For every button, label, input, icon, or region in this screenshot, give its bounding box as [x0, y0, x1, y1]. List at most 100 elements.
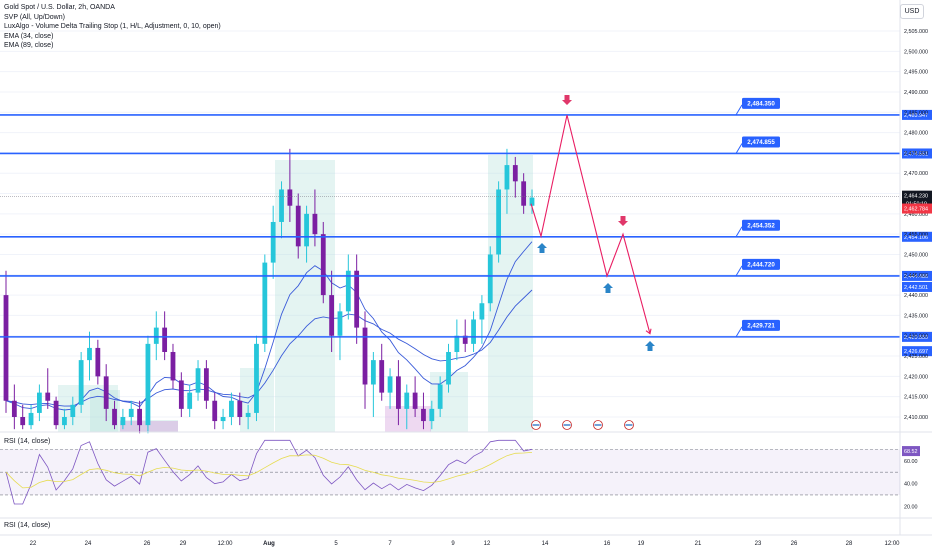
candle-body	[487, 254, 493, 304]
price-tick-label: 2,435.000	[904, 313, 928, 319]
level-callout-line	[735, 265, 743, 277]
level-axis-tag	[902, 270, 932, 281]
time-tick-label: 12	[484, 541, 491, 547]
legend-indicator-ema34[interactable]: EMA (34, close)	[4, 32, 54, 40]
time-tick-label: 23	[755, 541, 762, 547]
level-callout-box	[742, 258, 780, 270]
candle-body	[170, 351, 176, 381]
candle-body	[28, 412, 34, 426]
candle-body	[62, 417, 67, 426]
down-arrow-icon	[618, 216, 628, 226]
candle-body	[279, 189, 284, 222]
candle-body	[529, 197, 535, 206]
candle-body	[421, 408, 426, 422]
rsi-value-label: 68.52	[904, 449, 918, 455]
level-axis-label: 2,426.697	[904, 349, 928, 355]
candle-body	[320, 234, 326, 296]
candle-body	[471, 319, 476, 344]
candle-body	[496, 189, 502, 255]
chart-legend: Gold Spot / U.S. Dollar, 2h, OANDA SVP (…	[4, 3, 221, 51]
level-callout-label: 2,484.350	[747, 100, 775, 107]
currency-button[interactable]: USD	[900, 4, 924, 19]
level-callout-line	[735, 104, 743, 116]
candle-body	[195, 368, 201, 393]
rsi-tick-label: 40.00	[904, 482, 918, 488]
candle-body	[404, 392, 410, 409]
projection-line	[530, 114, 651, 334]
time-tick-label: 19	[638, 541, 645, 547]
candle-body	[20, 417, 26, 426]
level-callout-box	[742, 97, 780, 109]
price-tick-label: 2,455.000	[904, 232, 928, 238]
candle-body	[270, 221, 276, 263]
price-tick-label: 2,445.000	[904, 273, 928, 279]
candle-body	[229, 400, 234, 417]
time-tick-label: Aug	[263, 541, 275, 547]
candle-body	[162, 327, 168, 352]
price-axis[interactable]: 2,505.0002,500.0002,495.0002,490.0002,48…	[0, 0, 932, 535]
down-arrow-icon	[562, 95, 572, 105]
candle-body	[304, 213, 309, 247]
time-axis[interactable]: 22 24 26 29 12:00 Aug 5 7 9 12 14 16 19 21 23 26 28 12:00	[0, 534, 932, 547]
price-tick-label: 2,440.000	[904, 293, 928, 299]
level-callout-label: 2,429.721	[747, 322, 775, 329]
legend-indicator-luxalgo[interactable]: LuxAlgo - Volume Delta Trailing Stop (1,…	[4, 23, 221, 31]
candle-body	[153, 327, 159, 344]
level-axis-tag	[902, 331, 932, 342]
price-tick-label: 2,410.000	[904, 415, 928, 421]
candle-body	[312, 213, 318, 235]
rsi-line	[5, 439, 533, 505]
ema-line	[5, 241, 533, 411]
ema-lines	[5, 241, 533, 411]
legend-indicator-ema89[interactable]: EMA (89, close)	[4, 42, 54, 50]
horizontal-levels[interactable]: 2,484.350 2,483.947 2,474.855 2,474.551 2,45…	[0, 97, 932, 357]
candle-body	[354, 270, 360, 328]
candle-body	[70, 404, 76, 417]
candle-body	[396, 376, 401, 409]
level-callout-line	[735, 226, 743, 238]
level-callout-label: 2,474.855	[747, 139, 775, 146]
candle-body	[462, 335, 468, 344]
legend-indicator-svp[interactable]: SVP (All, Up/Down)	[4, 13, 65, 21]
level-callout-box	[742, 136, 780, 148]
level-callout-box	[742, 219, 780, 231]
candle-body	[95, 347, 101, 377]
volume-profile-box	[120, 420, 178, 432]
current-price-label: 2,464.230	[904, 194, 928, 200]
candle-body	[254, 343, 259, 413]
level-axis-tag	[902, 148, 932, 159]
price-tick-label: 2,505.000	[904, 29, 928, 35]
candle-body	[437, 384, 443, 409]
price-tick-label: 2,480.000	[904, 131, 928, 137]
time-tick-label: 12:00	[217, 541, 233, 547]
level-callout-label: 2,444.720	[747, 261, 775, 268]
price-tick-label: 2,450.000	[904, 252, 928, 258]
candle-body	[178, 380, 184, 409]
candle-body	[112, 408, 117, 426]
volume-profile-box	[275, 160, 335, 432]
price-tick-label: 2,430.000	[904, 334, 928, 340]
event-flags	[531, 420, 634, 430]
time-tick-label: 5	[334, 541, 338, 547]
candle-body	[345, 270, 351, 312]
projection-arrowhead	[645, 328, 652, 335]
time-tick-label: 14	[542, 541, 549, 547]
level-axis-label: 2,474.551	[904, 151, 928, 157]
candle-body	[295, 205, 301, 247]
up-arrow-icon	[537, 243, 547, 253]
candle-body	[329, 295, 335, 336]
price-tick-label: 2,495.000	[904, 70, 928, 76]
rsi-legend[interactable]: RSI (14, close)	[4, 438, 51, 445]
rsi-value-tag	[902, 446, 920, 457]
time-tick-label: 26	[144, 541, 151, 547]
level-axis-label: 2,454.106	[904, 235, 928, 241]
rsi-legend-secondary[interactable]: RSI (14, close)	[4, 522, 51, 529]
time-tick-label: 12:00	[884, 541, 900, 547]
legend-title: Gold Spot / U.S. Dollar, 2h, OANDA	[4, 4, 115, 11]
candle-body	[362, 327, 368, 385]
level-callout-line	[735, 326, 743, 338]
level-axis-label: 2,444.486	[904, 274, 928, 280]
level-axis-label: 2,483.947	[904, 113, 928, 119]
candle-body	[287, 189, 293, 206]
